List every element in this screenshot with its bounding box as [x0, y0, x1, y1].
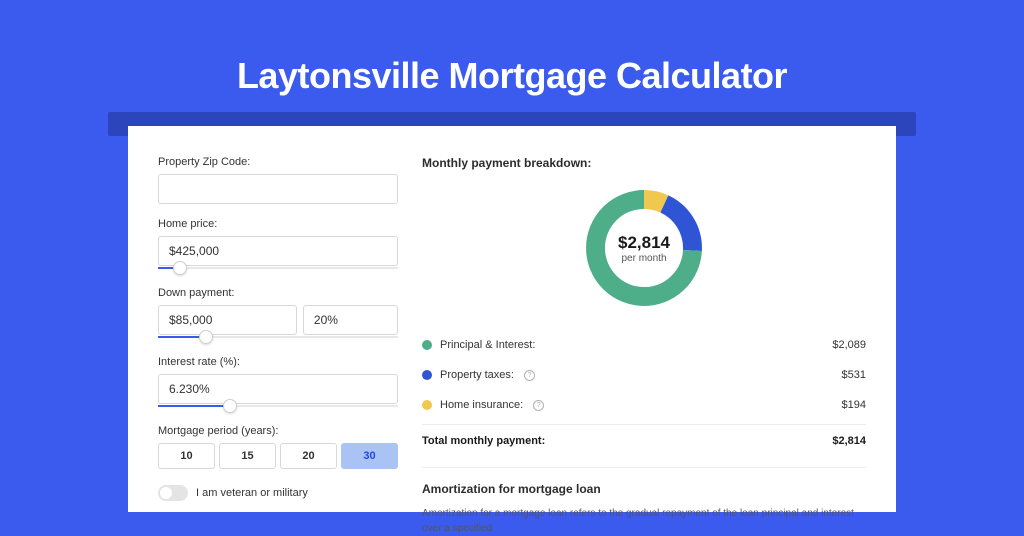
zip-label: Property Zip Code:	[158, 156, 398, 168]
interest-rate-label: Interest rate (%):	[158, 356, 398, 368]
total-row: Total monthly payment: $2,814	[422, 424, 866, 461]
zip-input[interactable]	[158, 174, 398, 204]
amortization-text: Amortization for a mortgage loan refers …	[422, 506, 866, 536]
total-value: $2,814	[832, 435, 866, 447]
section-divider	[422, 467, 866, 468]
home-price-slider[interactable]	[158, 265, 398, 273]
down-payment-amount-input[interactable]	[158, 305, 297, 335]
breakdown-column: Monthly payment breakdown: $2,814 per mo…	[422, 156, 866, 512]
legend-label: Home insurance:	[440, 399, 523, 411]
interest-rate-slider[interactable]	[158, 403, 398, 411]
legend-value: $2,089	[832, 339, 866, 351]
interest-rate-input[interactable]	[158, 374, 398, 404]
info-icon[interactable]: ?	[533, 400, 544, 411]
legend-label: Principal & Interest:	[440, 339, 535, 351]
home-price-input[interactable]	[158, 236, 398, 266]
period-button-30[interactable]: 30	[341, 443, 398, 469]
amortization-title: Amortization for mortgage loan	[422, 482, 866, 496]
legend-dot	[422, 400, 432, 410]
zip-field-group: Property Zip Code:	[158, 156, 398, 204]
legend-row-0: Principal & Interest: $2,089	[422, 330, 866, 360]
donut-center: $2,814 per month	[580, 184, 708, 312]
home-price-group: Home price:	[158, 218, 398, 273]
donut-sub: per month	[621, 253, 666, 264]
payment-donut-chart: $2,814 per month	[580, 184, 708, 312]
period-label: Mortgage period (years):	[158, 425, 398, 437]
breakdown-title: Monthly payment breakdown:	[422, 156, 866, 170]
period-button-10[interactable]: 10	[158, 443, 215, 469]
interest-rate-group: Interest rate (%):	[158, 356, 398, 411]
legend-dot	[422, 370, 432, 380]
home-price-label: Home price:	[158, 218, 398, 230]
veteran-label: I am veteran or military	[196, 487, 308, 499]
legend-value: $194	[842, 399, 866, 411]
period-button-20[interactable]: 20	[280, 443, 337, 469]
legend-row-1: Property taxes:? $531	[422, 360, 866, 390]
down-payment-slider[interactable]	[158, 334, 398, 342]
veteran-toggle-row: I am veteran or military	[158, 485, 398, 501]
legend-dot	[422, 340, 432, 350]
donut-wrap: $2,814 per month	[422, 184, 866, 312]
veteran-toggle[interactable]	[158, 485, 188, 501]
legend-value: $531	[842, 369, 866, 381]
calculator-card: Property Zip Code: Home price: Down paym…	[128, 126, 896, 512]
period-button-15[interactable]: 15	[219, 443, 276, 469]
form-column: Property Zip Code: Home price: Down paym…	[158, 156, 398, 512]
total-label: Total monthly payment:	[422, 435, 545, 447]
down-payment-label: Down payment:	[158, 287, 398, 299]
period-group: Mortgage period (years): 10152030	[158, 425, 398, 469]
toggle-knob	[160, 487, 172, 499]
legend-label: Property taxes:	[440, 369, 514, 381]
legend-list: Principal & Interest: $2,089 Property taxe…	[422, 330, 866, 420]
legend-row-2: Home insurance:? $194	[422, 390, 866, 420]
period-button-row: 10152030	[158, 443, 398, 469]
page-title: Laytonsville Mortgage Calculator	[0, 55, 1024, 97]
hero-banner: Laytonsville Mortgage Calculator	[0, 0, 1024, 97]
down-payment-percent-input[interactable]	[303, 305, 398, 335]
donut-amount: $2,814	[618, 233, 670, 253]
info-icon[interactable]: ?	[524, 370, 535, 381]
down-payment-group: Down payment:	[158, 287, 398, 342]
